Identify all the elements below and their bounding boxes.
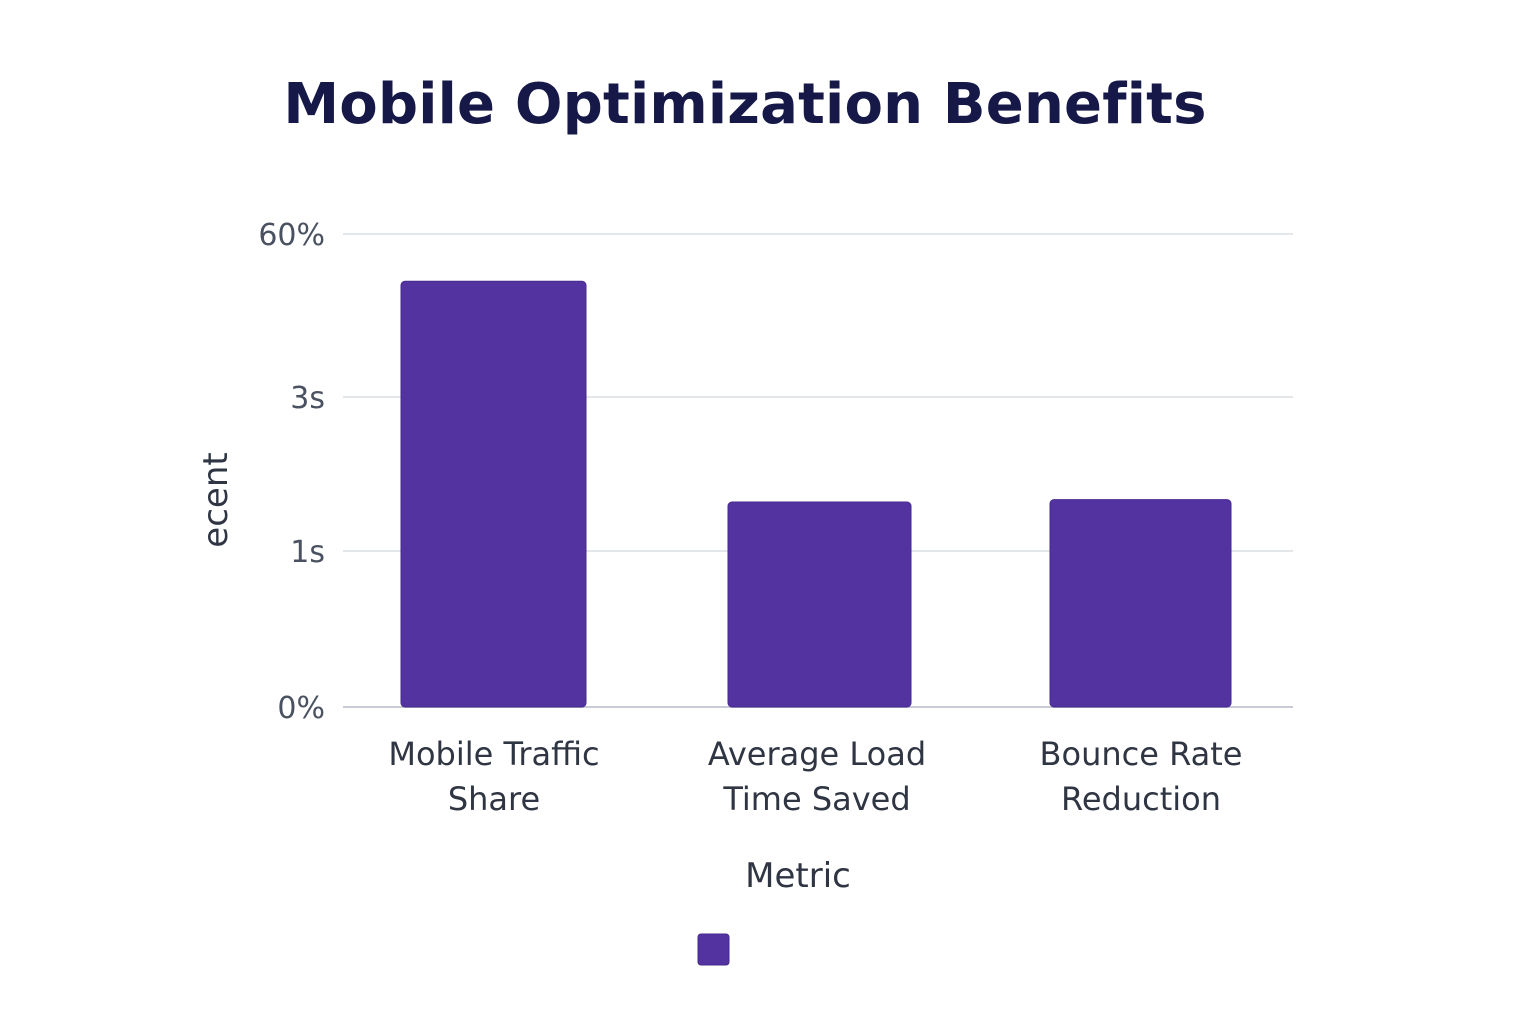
bar xyxy=(400,280,587,708)
y-tick-label: 0% xyxy=(277,691,325,726)
y-tick-label: 1s xyxy=(290,535,325,570)
bar xyxy=(1049,499,1232,708)
legend-swatch xyxy=(697,933,730,966)
x-axis-labels: Mobile Traffic Share Average Load Time Save… xyxy=(388,735,1242,818)
chart-title: Mobile Optimization Benefits xyxy=(283,72,1207,137)
x-axis-title: Metric xyxy=(745,856,851,896)
y-tick-label: 3s xyxy=(290,381,325,416)
x-tick-label: Bounce Rate Reduction xyxy=(1040,735,1243,818)
y-axis-ticks: 0% 1s 3s 60% xyxy=(258,218,325,726)
legend xyxy=(697,933,730,966)
y-axis-title: ecent xyxy=(196,452,236,547)
bars xyxy=(400,280,1232,708)
x-tick-label: Mobile Traffic Share xyxy=(388,735,599,818)
x-tick-label: Average Load Time Saved xyxy=(708,735,926,818)
y-tick-label: 60% xyxy=(258,218,325,253)
bar xyxy=(727,501,912,708)
